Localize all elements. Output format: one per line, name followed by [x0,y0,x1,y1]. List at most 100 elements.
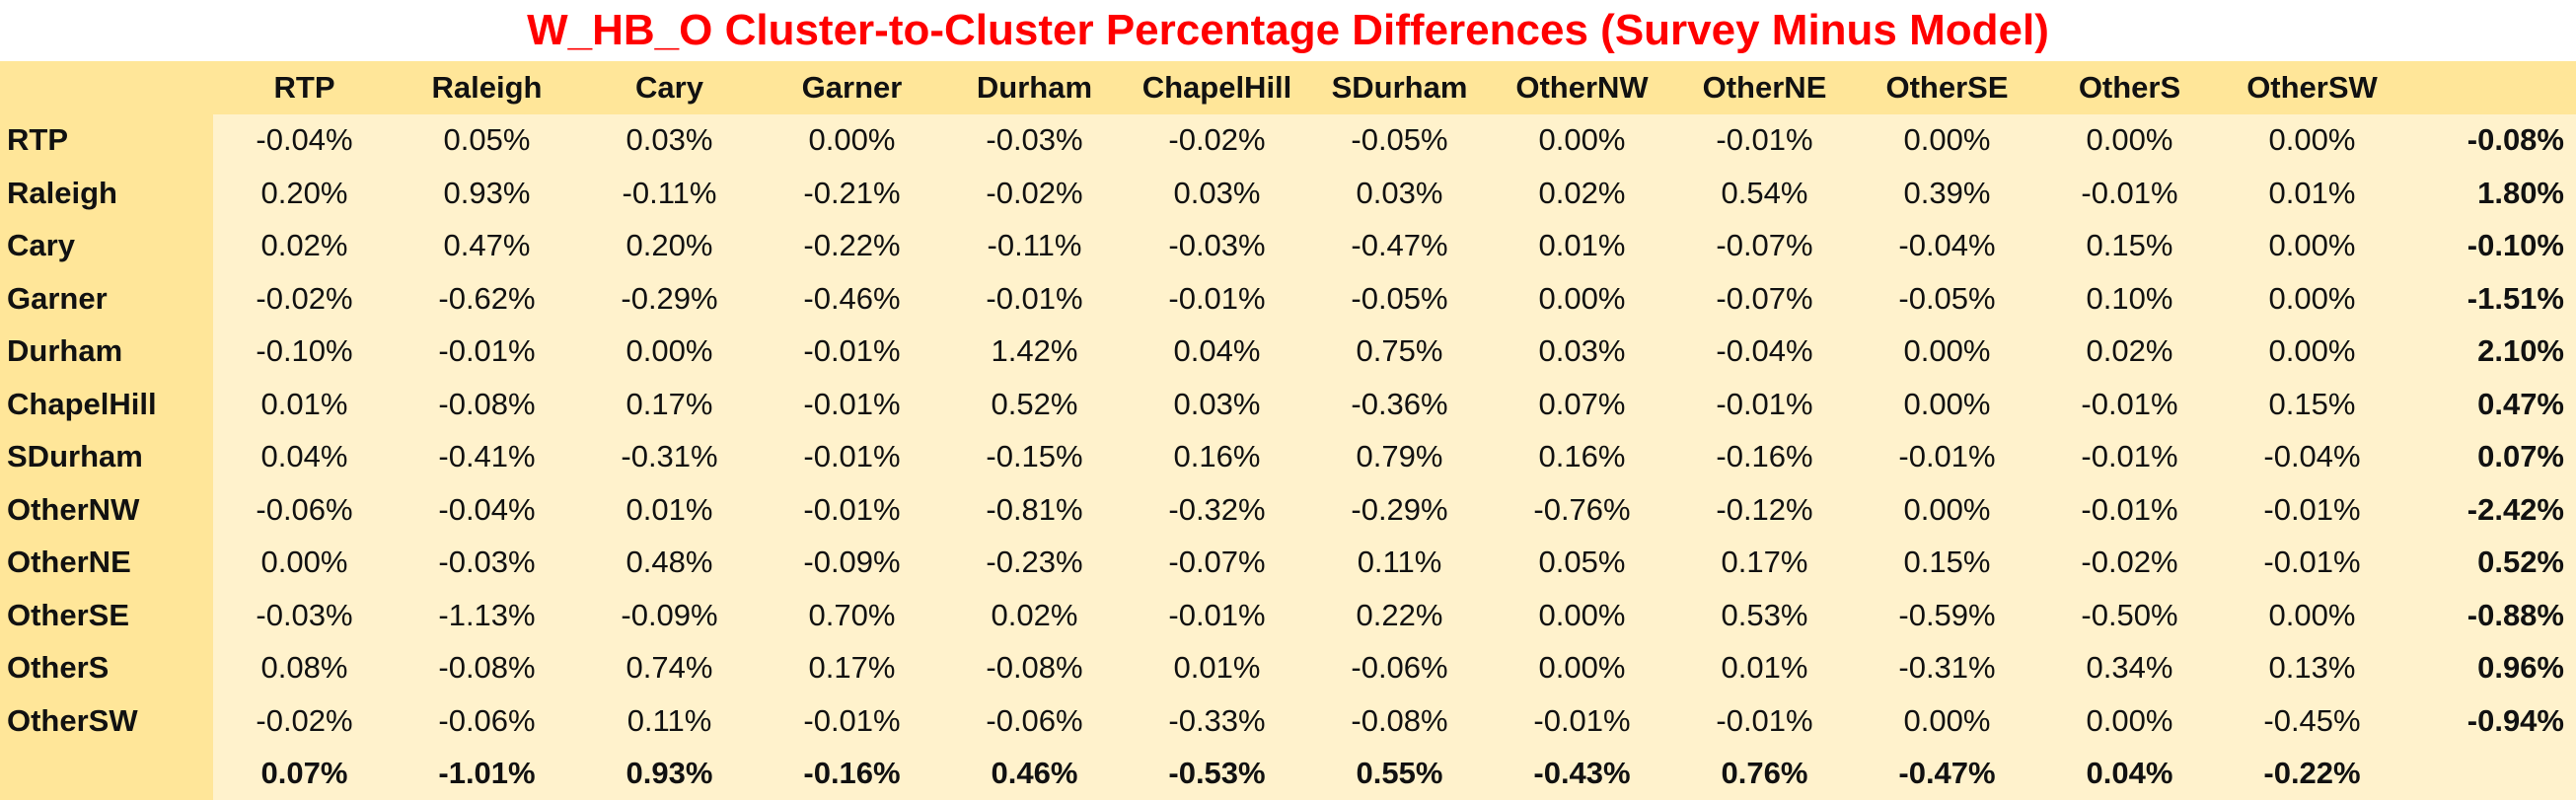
row-header: OtherSE [0,589,213,642]
value-cell: -0.62% [396,272,578,326]
value-cell: -0.04% [213,113,396,167]
value-cell: 0.00% [2221,219,2403,272]
value-cell: -0.03% [396,536,578,589]
value-cell: -0.08% [943,641,1126,694]
value-cell: 0.01% [1673,641,1856,694]
value-cell: 0.00% [2221,113,2403,167]
value-cell: -0.31% [578,430,761,483]
totals-row-label [0,747,213,800]
row-total-cell: -0.94% [2403,694,2576,748]
value-cell: 0.54% [1673,167,1856,220]
value-cell: 0.00% [1856,483,2038,537]
value-cell: 0.03% [1308,167,1491,220]
column-total-cell: 0.04% [2038,747,2221,800]
value-cell: -0.41% [396,430,578,483]
value-cell: 0.04% [213,430,396,483]
row-header: Durham [0,325,213,378]
column-total-cell: -0.16% [761,747,943,800]
table-row: SDurham 0.04% -0.41% -0.31% -0.01% -0.15% 0.16… [0,430,2576,483]
row-total-cell: -0.88% [2403,589,2576,642]
value-cell: 0.75% [1308,325,1491,378]
table-row: OtherSE -0.03% -1.13% -0.09% 0.70% 0.02% -0.01… [0,589,2576,642]
value-cell: -0.01% [1126,272,1308,326]
value-cell: -0.11% [578,167,761,220]
value-cell: -0.02% [1126,113,1308,167]
row-total-cell: -0.08% [2403,113,2576,167]
value-cell: 0.00% [1491,113,1673,167]
column-header: RTP [213,61,396,114]
value-cell: -0.09% [578,589,761,642]
value-cell: 0.15% [2038,219,2221,272]
value-cell: 0.01% [578,483,761,537]
value-cell: -0.02% [2038,536,2221,589]
value-cell: -0.01% [2221,536,2403,589]
row-total-cell: 0.96% [2403,641,2576,694]
row-header: Garner [0,272,213,326]
row-total-cell: 0.07% [2403,430,2576,483]
value-cell: -0.02% [943,167,1126,220]
value-cell: -0.08% [396,378,578,431]
column-total-cell: -0.43% [1491,747,1673,800]
value-cell: 0.93% [396,167,578,220]
table-body: RTP Raleigh Cary Garner Durham ChapelHill SDur… [0,61,2576,800]
value-cell: 0.02% [943,589,1126,642]
value-cell: 0.03% [1126,167,1308,220]
value-cell: 0.20% [213,167,396,220]
value-cell: -0.01% [761,430,943,483]
value-cell: 0.00% [2221,589,2403,642]
column-header: OtherS [2038,61,2221,114]
column-header: OtherNW [1491,61,1673,114]
value-cell: 0.01% [2221,167,2403,220]
row-header: RTP [0,113,213,167]
value-cell: -0.01% [2038,483,2221,537]
value-cell: 0.07% [1491,378,1673,431]
value-cell: -0.01% [1856,430,2038,483]
value-cell: 0.17% [1673,536,1856,589]
value-cell: -0.45% [2221,694,2403,748]
value-cell: -0.01% [2038,430,2221,483]
value-cell: 0.20% [578,219,761,272]
value-cell: -0.33% [1126,694,1308,748]
row-header: OtherSW [0,694,213,748]
table-row: OtherNW -0.06% -0.04% 0.01% -0.01% -0.81% -0.3… [0,483,2576,537]
value-cell: 0.01% [213,378,396,431]
column-total-cell: -1.01% [396,747,578,800]
value-cell: 0.52% [943,378,1126,431]
value-cell: -0.47% [1308,219,1491,272]
table-title: W_HB_O Cluster-to-Cluster Percentage Dif… [0,0,2576,61]
value-cell: -0.46% [761,272,943,326]
value-cell: -0.50% [2038,589,2221,642]
value-cell: -0.12% [1673,483,1856,537]
column-header: OtherNE [1673,61,1856,114]
column-total-cell: 0.46% [943,747,1126,800]
value-cell: 0.03% [578,113,761,167]
value-cell: -0.08% [396,641,578,694]
value-cell: -0.01% [1673,378,1856,431]
value-cell: -0.11% [943,219,1126,272]
value-cell: -0.07% [1126,536,1308,589]
value-cell: 0.00% [2221,325,2403,378]
value-cell: -0.21% [761,167,943,220]
header-row: RTP Raleigh Cary Garner Durham ChapelHill SDur… [0,61,2576,114]
value-cell: 0.11% [1308,536,1491,589]
column-header: OtherSE [1856,61,2038,114]
value-cell: -0.01% [761,325,943,378]
corner-cell [0,61,213,114]
value-cell: -0.02% [213,694,396,748]
row-total-cell: -0.10% [2403,219,2576,272]
table-row: OtherSW -0.02% -0.06% 0.11% -0.01% -0.06% -0.3… [0,694,2576,748]
value-cell: 0.39% [1856,167,2038,220]
value-cell: 0.70% [761,589,943,642]
value-cell: 0.47% [396,219,578,272]
value-cell: -0.09% [761,536,943,589]
column-total-cell: -0.22% [2221,747,2403,800]
row-total-cell: 2.10% [2403,325,2576,378]
value-cell: -0.81% [943,483,1126,537]
value-cell: -0.01% [396,325,578,378]
value-cell: 0.74% [578,641,761,694]
value-cell: -0.02% [213,272,396,326]
value-cell: -0.04% [396,483,578,537]
value-cell: 0.00% [1491,641,1673,694]
value-cell: -0.05% [1856,272,2038,326]
value-cell: 0.34% [2038,641,2221,694]
